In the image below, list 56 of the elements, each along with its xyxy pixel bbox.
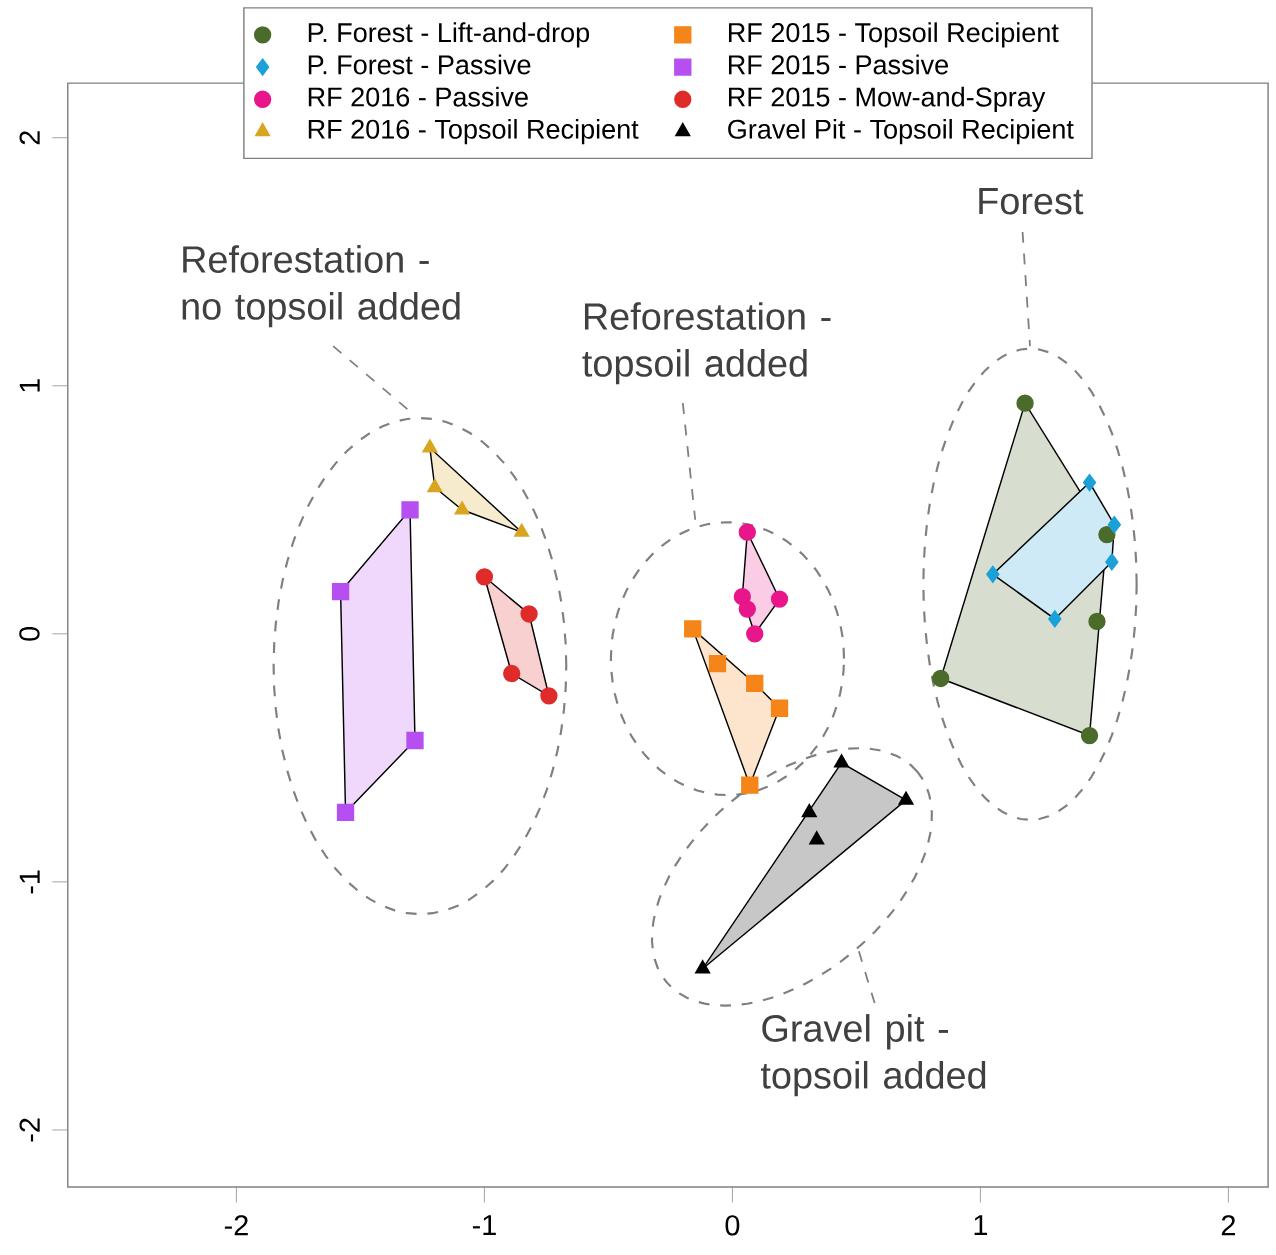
point (540, 687, 558, 705)
point (1105, 553, 1119, 571)
annotation: Reforestation - no topsoil added (182, 245, 460, 328)
point (1107, 516, 1122, 534)
legend-label: P. Forest - Passive (308, 54, 531, 75)
y-tick-label: 2 (19, 131, 40, 145)
annotation: Reforestation - topsoil added (582, 302, 831, 385)
point (454, 501, 470, 515)
point (695, 960, 711, 974)
point (520, 605, 538, 623)
legend-label: Gravel Pit - Topsoil Recipient (728, 119, 1074, 145)
legend-label: RF 2015 - Mow-and-Spray (728, 86, 1046, 113)
point (1098, 526, 1116, 544)
point (684, 620, 702, 638)
point (801, 803, 817, 818)
x-tick-label: 1 (974, 1215, 988, 1236)
point (738, 600, 756, 618)
point (809, 831, 825, 845)
legend-label: RF 2015 - Topsoil Recipient (728, 22, 1059, 48)
point (1016, 394, 1034, 412)
x-tick-label: 2 (1221, 1215, 1235, 1236)
x-tick-label: -1 (472, 1215, 496, 1236)
legend-label: RF 2016 - Topsoil Recipient (308, 119, 639, 145)
point (986, 565, 1000, 584)
point (475, 568, 494, 586)
point (1088, 612, 1106, 631)
point (336, 803, 355, 822)
point (1080, 727, 1099, 745)
point (406, 731, 424, 750)
point (741, 776, 759, 794)
point (746, 674, 764, 693)
point (746, 625, 764, 643)
y-tick-label: 0 (19, 627, 40, 641)
x-tick-label: 0 (725, 1215, 740, 1236)
point (738, 523, 756, 541)
y-tick-label: -2 (19, 1118, 40, 1142)
point (331, 583, 350, 601)
point (833, 754, 850, 768)
point (1048, 610, 1062, 628)
point (1082, 473, 1097, 492)
y-tick-label: -1 (19, 870, 40, 894)
annotation: Forest (979, 188, 1084, 215)
legend-label: P. Forest - Lift-and-drop (308, 22, 590, 48)
point (422, 439, 438, 453)
legend-label: RF 2016 - Passive (308, 86, 528, 107)
point (401, 501, 419, 519)
annotation: Gravel pit - topsoil added (760, 1014, 986, 1097)
x-tick-label: -2 (224, 1215, 248, 1236)
point (770, 590, 789, 608)
point (932, 669, 950, 688)
point (898, 791, 914, 805)
y-tick-label: 1 (19, 379, 40, 392)
point (503, 664, 521, 683)
point (708, 655, 727, 673)
legend-label: RF 2015 - Passive (728, 54, 948, 75)
point (770, 699, 789, 718)
